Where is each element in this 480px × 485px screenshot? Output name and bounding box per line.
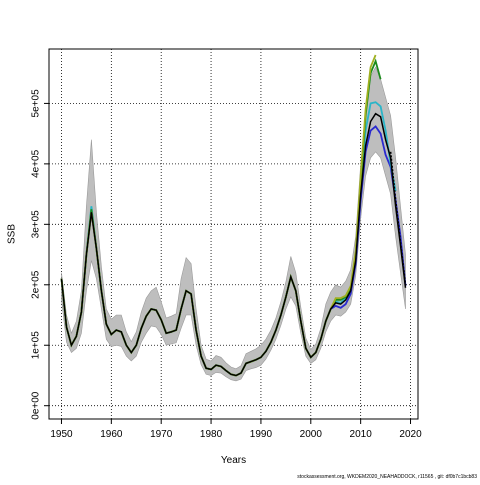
series-line-1 (60, 112, 407, 377)
x-tick-label: 1990 (250, 429, 273, 440)
ssb-estimate-tail (389, 151, 407, 285)
y-axis-title: SSB (7, 224, 18, 244)
x-tick-label: 2000 (300, 429, 323, 440)
x-axis: 1950 1960 1970 1980 1990 2000 2010 2020 (50, 418, 422, 440)
x-tick-label: 2020 (399, 429, 422, 440)
y-tick-label: 3e+05 (31, 210, 42, 239)
ssb-estimate-layer (389, 151, 407, 285)
x-tick-label: 1980 (200, 429, 223, 440)
confidence-band-layer (61, 66, 406, 382)
plot-frame (48, 48, 419, 420)
y-axis: 0e+00 1e+05 2e+05 3e+05 4e+05 5e+05 (31, 89, 49, 420)
y-tick-label: 2e+05 (31, 270, 42, 299)
x-tick-label: 2010 (350, 429, 373, 440)
x-axis-title: Years (221, 455, 246, 466)
confidence-band (61, 66, 406, 382)
y-tick-label: 4e+05 (31, 149, 42, 178)
y-tick-label: 1e+05 (31, 331, 42, 360)
x-tick-label: 1950 (50, 429, 73, 440)
x-tick-label: 1970 (150, 429, 173, 440)
y-tick-label: 5e+05 (31, 89, 42, 118)
x-tick-label: 1960 (100, 429, 123, 440)
y-tick-label: 0e+00 (31, 391, 42, 420)
series-lines (60, 54, 407, 377)
source-footnote: stockassessment.org, WKDEM2020_NEAHADDOC… (297, 474, 477, 480)
grid-lines (49, 49, 418, 419)
